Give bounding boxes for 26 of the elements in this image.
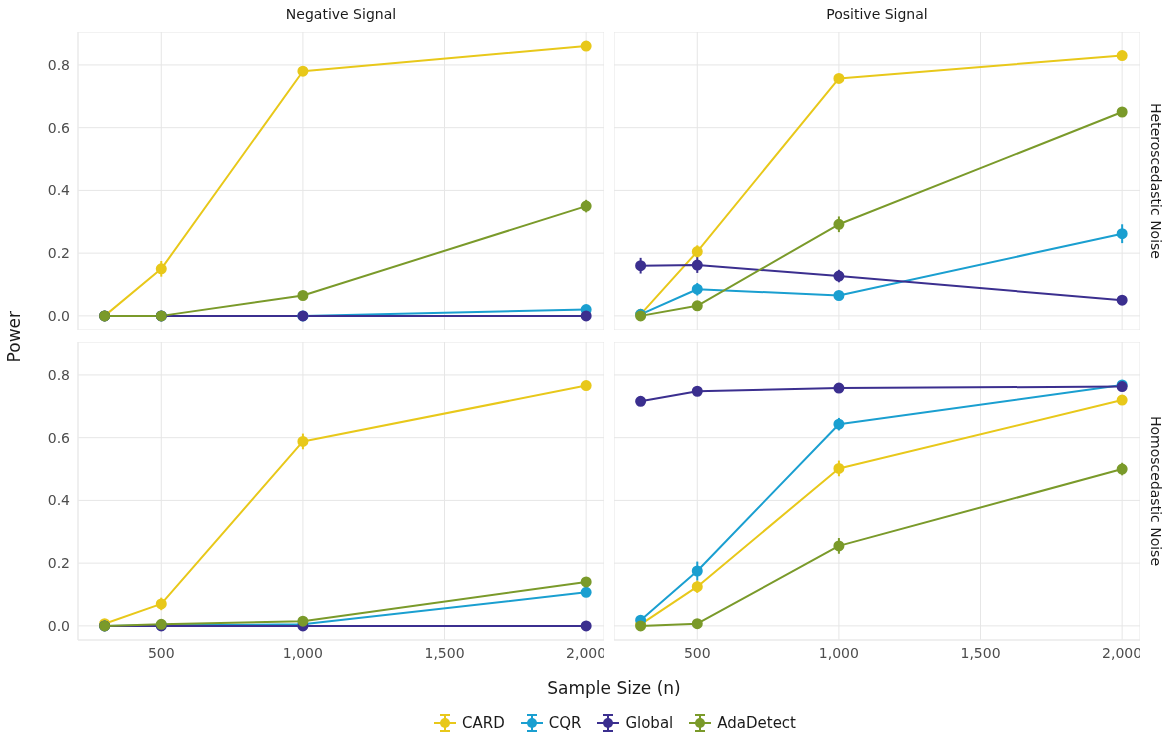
y-tick-label: 0.6 (47, 119, 71, 136)
y-tick-label: 0.6 (47, 429, 71, 446)
y2-axis-title: Heteroscedastic Noise (1148, 103, 1164, 259)
legend-label: CQR (548, 714, 582, 732)
legend-label: AdaDetect (717, 714, 796, 732)
x-tick-label: 1,500 (424, 644, 465, 661)
y2-axis-title: Homoscedastic Noise (1148, 415, 1164, 567)
x-tick-label: 500 (147, 644, 175, 661)
y-tick-label: 0.4 (47, 182, 71, 199)
x-axis-title: Sample Size (n) (546, 678, 682, 698)
y-tick-label: 0.2 (47, 555, 70, 572)
legend-label: CARD (461, 714, 505, 732)
x-tick-label: 1,000 (282, 644, 323, 661)
y-tick-label: 0.4 (47, 492, 71, 509)
y-tick-label: 0.2 (47, 245, 70, 262)
x-tick-label: 1,500 (960, 644, 1001, 661)
y-tick-label: 0.8 (47, 56, 70, 73)
chart-title: Negative Signal (284, 6, 398, 22)
legend-label: Global (625, 714, 674, 732)
x-tick-label: 1,000 (818, 644, 859, 661)
x-tick-label: 500 (683, 644, 711, 661)
y-axis-title: Power (4, 311, 24, 363)
y-tick-label: 0.0 (47, 307, 70, 324)
y-tick-label: 0.8 (47, 366, 70, 383)
y-tick-label: 0.0 (47, 617, 70, 634)
chart-title: Positive Signal (825, 6, 929, 22)
